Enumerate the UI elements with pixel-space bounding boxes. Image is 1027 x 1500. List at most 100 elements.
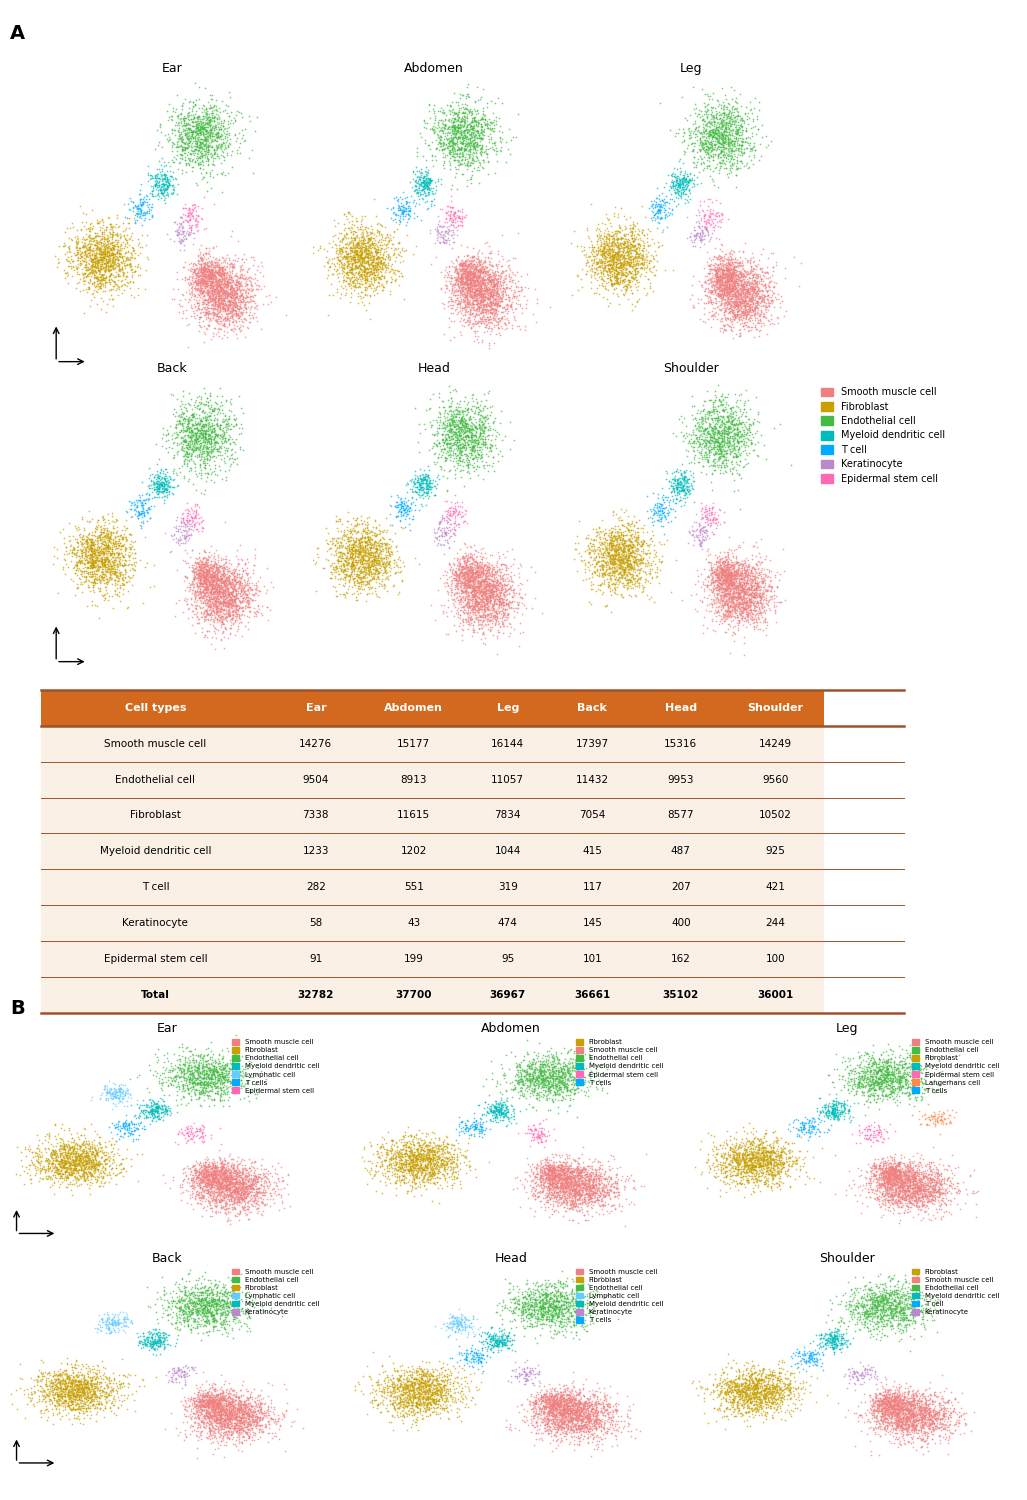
Point [195, 406, 212, 430]
Point [63, 1371, 79, 1395]
Point [474, 106, 491, 130]
Point [554, 1041, 570, 1065]
Point [33, 1404, 49, 1428]
Point [764, 1380, 781, 1404]
Point [709, 441, 725, 465]
Point [720, 130, 736, 154]
Point [67, 1136, 83, 1160]
Point [808, 1334, 825, 1358]
Point [217, 1064, 233, 1088]
Point [441, 290, 457, 314]
Point [396, 200, 413, 223]
Point [596, 234, 612, 258]
Point [240, 550, 257, 574]
Point [562, 1396, 578, 1420]
Point [68, 1374, 84, 1398]
Point [77, 1386, 93, 1410]
Point [369, 274, 385, 298]
Point [342, 544, 358, 568]
Point [723, 105, 739, 129]
Point [353, 526, 370, 550]
Point [883, 1317, 900, 1341]
Point [146, 1098, 162, 1122]
Point [204, 1413, 221, 1437]
Point [720, 266, 736, 290]
Point [454, 112, 470, 136]
Point [473, 579, 490, 603]
Point [239, 315, 256, 339]
Point [416, 1131, 432, 1155]
Point [905, 1162, 921, 1186]
Point [538, 1408, 555, 1432]
Point [522, 1058, 538, 1082]
Point [537, 1419, 554, 1443]
Point [749, 1377, 765, 1401]
Point [116, 254, 132, 278]
Point [198, 561, 215, 585]
Point [914, 1184, 930, 1208]
Point [327, 213, 343, 237]
Point [409, 171, 425, 195]
Point [345, 550, 362, 574]
Point [826, 1102, 842, 1126]
Point [194, 1392, 211, 1416]
Point [738, 261, 755, 285]
Point [753, 558, 769, 582]
Point [618, 207, 635, 231]
Point [764, 1380, 781, 1404]
Point [384, 1394, 401, 1417]
Point [469, 576, 486, 600]
Point [244, 1173, 261, 1197]
Point [227, 286, 243, 310]
Point [80, 1384, 97, 1408]
Point [694, 454, 711, 478]
Point [442, 1316, 458, 1340]
Point [50, 1400, 67, 1423]
Point [688, 202, 705, 226]
Point [789, 1124, 805, 1148]
Point [107, 573, 123, 597]
Point [454, 118, 470, 142]
Point [755, 1386, 771, 1410]
Point [174, 402, 190, 426]
Point [222, 1292, 238, 1316]
Point [188, 435, 204, 459]
Point [712, 554, 728, 578]
Point [965, 1400, 982, 1423]
Point [723, 609, 739, 633]
Point [142, 164, 158, 188]
Point [584, 1392, 601, 1416]
Point [462, 141, 479, 165]
Point [60, 1365, 76, 1389]
Point [214, 1294, 230, 1318]
Point [195, 261, 212, 285]
Point [674, 488, 690, 512]
Point [204, 251, 221, 274]
Point [196, 1062, 213, 1086]
Point [915, 1306, 931, 1330]
Point [595, 556, 611, 580]
Point [875, 1062, 891, 1086]
Point [456, 1144, 472, 1168]
Point [723, 138, 739, 162]
Point [491, 292, 507, 316]
Point [726, 256, 743, 280]
Point [200, 280, 217, 304]
Point [887, 1406, 904, 1429]
Point [202, 381, 219, 405]
Point [178, 1060, 194, 1084]
Point [454, 411, 470, 435]
Point [391, 1390, 408, 1414]
Point [877, 1394, 893, 1417]
Point [199, 288, 216, 312]
Point [410, 1148, 426, 1172]
Point [356, 560, 373, 584]
Point [876, 1070, 892, 1094]
Point [482, 279, 498, 303]
Point [607, 537, 623, 561]
Point [731, 1143, 748, 1167]
Point [62, 534, 78, 558]
Point [206, 1419, 223, 1443]
Point [718, 566, 734, 590]
Point [90, 549, 107, 573]
